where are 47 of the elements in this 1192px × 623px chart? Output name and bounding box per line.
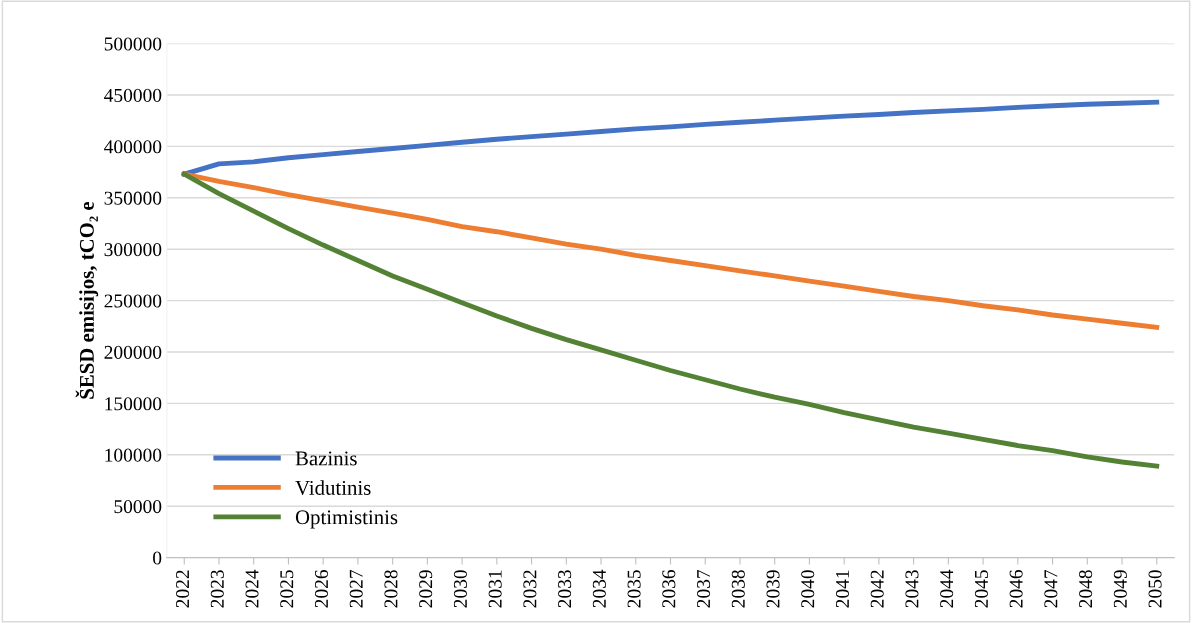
x-tick-label: 2032 xyxy=(523,570,537,608)
x-tick-label: 2040 xyxy=(801,570,815,608)
y-tick-label: 200000 xyxy=(104,345,162,359)
x-tick-label: 2028 xyxy=(384,570,398,608)
line-series xyxy=(181,171,1160,330)
x-tick-label: 2025 xyxy=(280,570,294,608)
y-tick-label: 50000 xyxy=(114,500,162,514)
y-tick-label: 350000 xyxy=(104,191,162,205)
x-tick-label: 2023 xyxy=(210,570,224,608)
x-tick-label: 2037 xyxy=(696,569,711,608)
legend-label: Optimistinis xyxy=(295,510,398,529)
y-tick-label: 450000 xyxy=(104,88,162,102)
x-tick-label: 2031 xyxy=(488,570,502,608)
x-tick-label: 2035 xyxy=(627,570,641,608)
y-tick-label: 0 xyxy=(153,551,162,565)
x-tick-label: 2029 xyxy=(419,570,433,608)
legend-label: Vidutinis xyxy=(295,480,371,495)
x-tick-label: 2041 xyxy=(835,570,850,608)
legend-label: Bazinis xyxy=(295,451,357,466)
y-tick-label: 500000 xyxy=(104,37,162,51)
x-tick-label: 2039 xyxy=(766,570,780,608)
x-tick-label: 2036 xyxy=(662,569,676,608)
x-tick-label: 2043 xyxy=(905,570,919,608)
x-tick-label: 2044 xyxy=(940,569,954,608)
x-tick-label: 2022 xyxy=(175,570,190,608)
y-axis-title: ŠESD emisijos, tCO₂ e xyxy=(75,201,99,399)
x-tick-label: 2048 xyxy=(1079,570,1093,608)
line-series xyxy=(181,171,1160,469)
x-tick-label: 2047 xyxy=(1044,569,1058,608)
x-tick-label: 2030 xyxy=(453,570,467,608)
x-tick-label: 2049 xyxy=(1113,570,1127,608)
y-tick-label: 300000 xyxy=(104,243,162,257)
x-tick-label: 2033 xyxy=(558,570,572,608)
x-tick-label: 2050 xyxy=(1148,570,1162,608)
x-tick-label: 2027 xyxy=(349,569,363,608)
x-tick-label: 2046 xyxy=(1009,569,1023,608)
y-tick-label: 250000 xyxy=(104,294,162,308)
x-tick-label: 2026 xyxy=(314,569,329,608)
x-tick-label: 2034 xyxy=(592,569,606,608)
x-tick-label: 2038 xyxy=(731,570,745,608)
y-tick-label: 400000 xyxy=(104,140,162,154)
x-tick-label: 2042 xyxy=(870,570,884,608)
line-series xyxy=(181,99,1160,177)
y-tick-label: 100000 xyxy=(105,448,162,462)
y-tick-label: 150000 xyxy=(105,397,162,411)
x-tick-label: 2024 xyxy=(245,569,259,608)
x-tick-label: 2045 xyxy=(974,570,988,608)
